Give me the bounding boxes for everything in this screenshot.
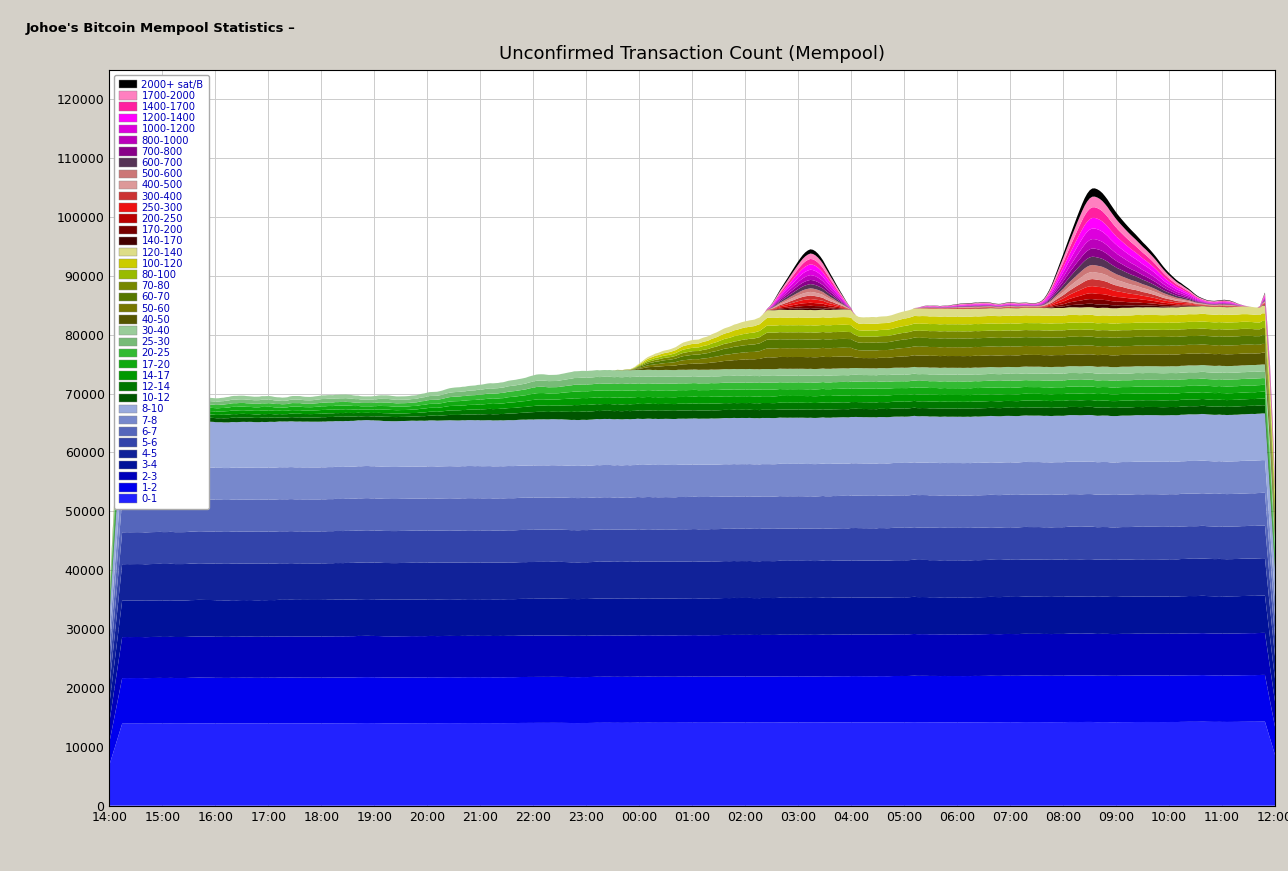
Legend: 2000+ sat/B, 1700-2000, 1400-1700, 1200-1400, 1000-1200, 800-1000, 700-800, 600-: 2000+ sat/B, 1700-2000, 1400-1700, 1200-… — [115, 75, 209, 509]
Title: Unconfirmed Transaction Count (Mempool): Unconfirmed Transaction Count (Mempool) — [500, 44, 885, 63]
Text: Johoe's Bitcoin Mempool Statistics –: Johoe's Bitcoin Mempool Statistics – — [26, 22, 300, 35]
